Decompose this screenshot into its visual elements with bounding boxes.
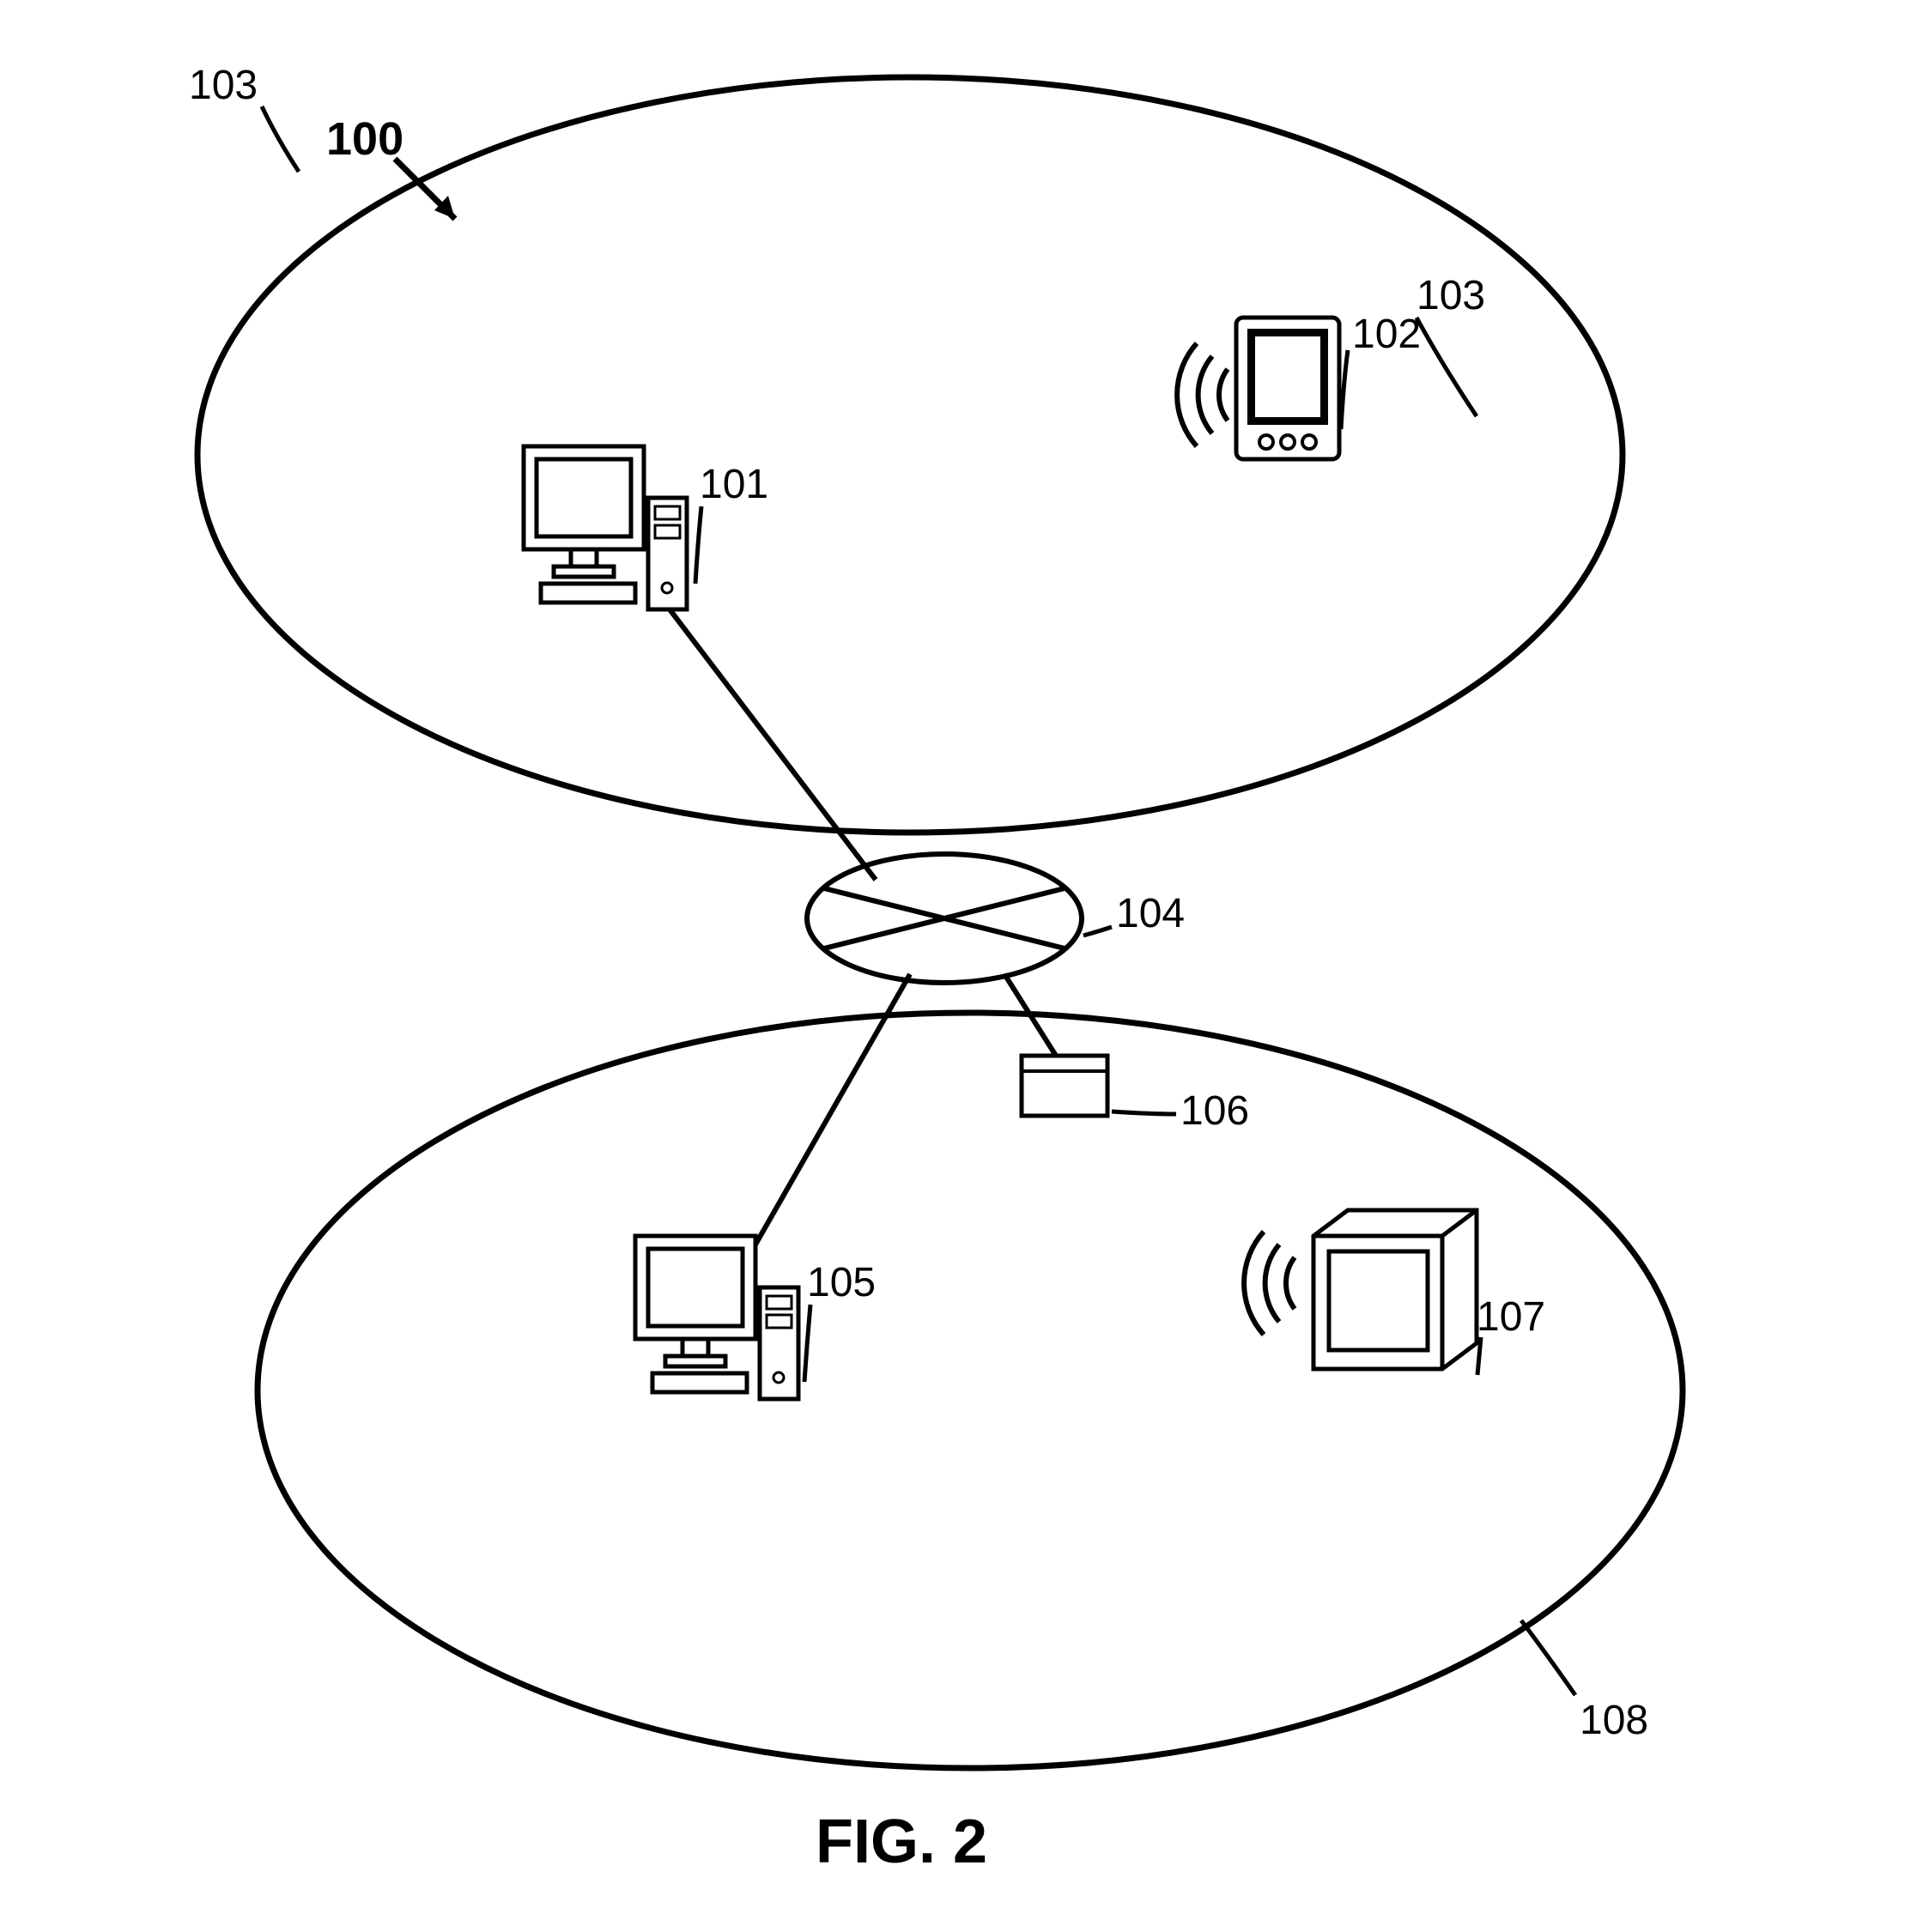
label-102: 102 [1352,312,1421,357]
node-106-device-icon [1022,1056,1107,1116]
label-103-right: 103 [1416,273,1485,318]
edge-105-cloud [755,974,910,1245]
network-diagram: 100 103 103 102 101 104 106 105 107 108 … [0,0,1923,1932]
system-number-label: 100 [326,113,403,165]
leader-108 [1521,1620,1575,1695]
top-zone-ellipse [197,77,1623,833]
edge-101-cloud [670,609,876,880]
label-103-left: 103 [189,63,258,108]
leader-105 [804,1305,810,1382]
leader-101 [695,506,701,584]
figure-label: FIG. 2 [816,1808,987,1876]
node-101-computer-icon [524,446,687,609]
node-105-computer-icon [635,1236,798,1399]
leader-104 [1083,927,1112,936]
leader-103-left [262,106,299,172]
leader-103-right [1416,318,1477,416]
label-101: 101 [700,462,768,507]
leader-106 [1112,1111,1176,1114]
label-108: 108 [1580,1698,1648,1743]
node-107-monitor-icon [1244,1210,1477,1369]
label-104: 104 [1116,891,1185,936]
bottom-zone-ellipse [258,1013,1683,1768]
node-102-pda-icon [1177,318,1339,459]
label-105: 105 [807,1260,876,1305]
label-106: 106 [1180,1088,1249,1134]
label-107: 107 [1477,1294,1545,1340]
leader-102 [1341,350,1348,429]
